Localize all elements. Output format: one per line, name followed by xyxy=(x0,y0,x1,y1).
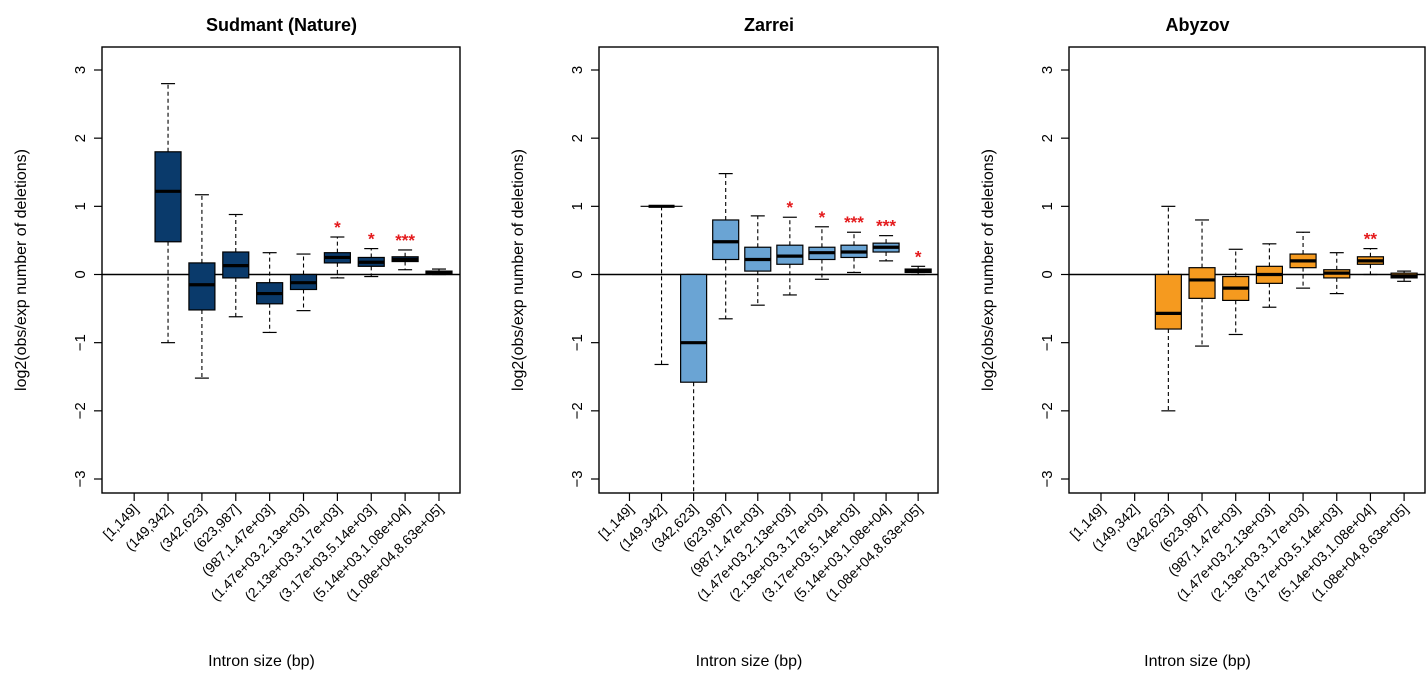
y-tick-label: 2 xyxy=(72,134,89,142)
box-5 xyxy=(1222,248,1250,336)
y-tick-label: −2 xyxy=(569,402,586,419)
y-tick-label: 3 xyxy=(72,66,89,74)
y-tick-label: 2 xyxy=(1039,134,1056,142)
panel-3: Abyzov log2(obs/exp number of deletions) −… xyxy=(980,15,1426,670)
chart-title: Abyzov xyxy=(1165,15,1229,35)
y-axis-label: log2(obs/exp number of deletions) xyxy=(980,149,997,391)
significance-annotation: * xyxy=(915,247,922,266)
significance-annotation: * xyxy=(334,218,341,237)
y-tick-label: −3 xyxy=(1039,470,1056,487)
plot-frame xyxy=(1068,46,1426,494)
box-6 xyxy=(1255,243,1283,308)
box-body xyxy=(712,219,740,261)
y-tick-label: 1 xyxy=(1039,202,1056,210)
box-body xyxy=(680,273,708,383)
plot-frame xyxy=(101,46,461,494)
significance-annotation: * xyxy=(787,198,794,217)
y-tick-label: −1 xyxy=(1039,334,1056,351)
significance-annotation: * xyxy=(368,230,375,249)
box-2 xyxy=(640,204,683,366)
box-10 xyxy=(425,268,453,276)
box-9: ** xyxy=(1356,230,1385,276)
box-8 xyxy=(1323,252,1351,295)
y-tick-label: −1 xyxy=(569,334,586,351)
box-body xyxy=(188,262,216,311)
box-4 xyxy=(222,213,250,318)
x-axis-label: Intron size (bp) xyxy=(696,653,803,670)
chart-title: Zarrei xyxy=(744,15,794,35)
box-7: * xyxy=(323,218,351,279)
y-tick-label: 1 xyxy=(569,202,586,210)
y-tick-label: 1 xyxy=(72,202,89,210)
box-7 xyxy=(1289,231,1317,289)
y-axis-label: log2(obs/exp number of deletions) xyxy=(510,149,527,391)
box-4 xyxy=(712,173,740,320)
y-tick-label: 0 xyxy=(569,270,586,278)
box-6 xyxy=(289,253,318,312)
y-tick-label: −1 xyxy=(72,334,89,351)
x-axis-label: Intron size (bp) xyxy=(1144,653,1251,670)
y-tick-label: 0 xyxy=(72,270,89,278)
box-5 xyxy=(744,215,772,306)
y-tick-label: 0 xyxy=(1039,270,1056,278)
significance-annotation: * xyxy=(819,208,826,227)
significance-annotation: *** xyxy=(844,213,864,232)
box-3 xyxy=(188,194,216,379)
box-3 xyxy=(1154,205,1182,412)
box-10: * xyxy=(904,247,932,276)
y-axis-label: log2(obs/exp number of deletions) xyxy=(13,149,30,391)
box-2 xyxy=(154,83,182,344)
y-tick-label: −2 xyxy=(72,402,89,419)
y-tick-label: −3 xyxy=(569,470,586,487)
significance-annotation: ** xyxy=(1364,230,1378,249)
significance-annotation: *** xyxy=(876,217,896,236)
box-body xyxy=(1154,273,1182,330)
box-3 xyxy=(680,273,708,493)
panel-2: Zarrei log2(obs/exp number of deletions) −… xyxy=(510,15,939,670)
box-body xyxy=(1188,267,1216,299)
panel-1: Sudmant (Nature) log2(obs/exp number of d… xyxy=(13,15,461,670)
y-tick-label: −3 xyxy=(72,470,89,487)
significance-annotation: *** xyxy=(395,231,415,250)
plot-frame xyxy=(598,46,939,494)
y-tick-label: 3 xyxy=(1039,66,1056,74)
y-tick-label: 3 xyxy=(569,66,586,74)
chart-title: Sudmant (Nature) xyxy=(206,15,357,35)
box-6: * xyxy=(776,198,804,296)
box-8: * xyxy=(357,230,385,278)
y-tick-label: 2 xyxy=(569,134,586,142)
box-5 xyxy=(256,252,284,334)
y-tick-label: −2 xyxy=(1039,402,1056,419)
box-10 xyxy=(1390,270,1418,282)
box-9: *** xyxy=(872,217,900,262)
box-9: *** xyxy=(391,231,419,271)
box-7: * xyxy=(808,208,836,280)
x-axis-label: Intron size (bp) xyxy=(208,653,315,670)
box-body xyxy=(154,151,182,243)
box-8: *** xyxy=(840,213,868,274)
box-4 xyxy=(1188,219,1216,347)
